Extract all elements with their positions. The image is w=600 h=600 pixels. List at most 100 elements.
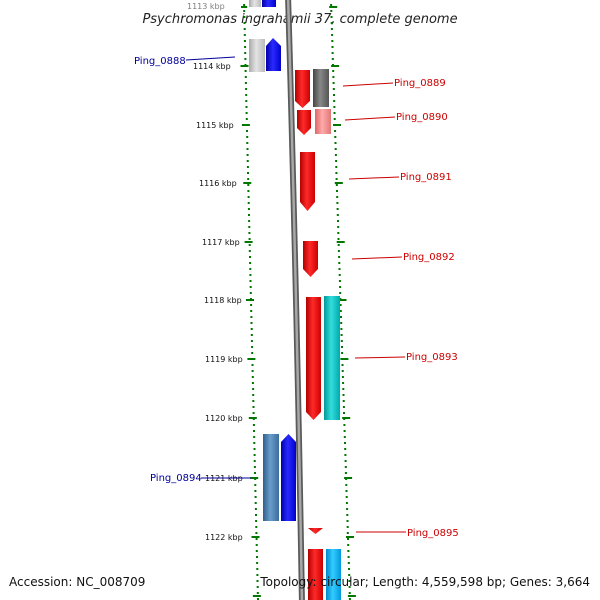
right-tick-row-dot (336, 208, 339, 210)
left-tick-row-dot (247, 208, 250, 210)
left-tick-row-dot (244, 76, 247, 78)
left-tick-row-dot (249, 280, 252, 282)
left-tick-row-dot (245, 94, 248, 96)
left-tick-row-dot (243, 28, 246, 30)
left-tick-row-dot (256, 586, 259, 588)
leader-0889 (342, 82, 394, 87)
cds-feature-0894[interactable] (263, 434, 279, 521)
right-tick-row-dot (333, 100, 336, 102)
left-tick-row-dot (255, 538, 258, 540)
right-tick-row-dot (336, 214, 339, 216)
scale-label-1119: 1119 kbp (205, 355, 243, 364)
right-tick-row-dot (330, 16, 333, 18)
right-tick-row-dot (346, 520, 349, 522)
gene-label-0889[interactable]: Ping_0889 (394, 78, 446, 89)
gene-feature-0895[interactable] (308, 528, 323, 534)
right-tick-row-dot (347, 538, 349, 540)
right-tick-row-dot (336, 190, 338, 192)
left-tick-row-dot (248, 226, 251, 228)
left-tick-row-dot (250, 328, 253, 330)
right-tick-row-dot (339, 286, 342, 288)
right-tick-row-dot (332, 88, 335, 90)
right-tick-row-dot (338, 262, 341, 264)
left-tick-row-dot (245, 88, 248, 90)
right-tick-row-dot (348, 586, 351, 588)
left-tick-row-dot (250, 316, 253, 318)
cds-feature-0888[interactable] (249, 39, 265, 72)
left-tick-row-dot (246, 160, 249, 162)
gene-label-0892[interactable]: Ping_0892 (403, 252, 455, 263)
right-major-tick (331, 65, 340, 67)
cds-feature-top[interactable] (249, 0, 261, 7)
right-tick-row-dot (335, 172, 338, 174)
right-tick-row-dot (345, 502, 348, 504)
left-tick-row-dot (243, 22, 246, 24)
right-tick-row-dot (337, 244, 340, 246)
right-tick-row-dot (344, 448, 347, 450)
right-tick-row-dot (331, 40, 334, 42)
left-tick-row-dot (247, 172, 249, 174)
left-tick-row-dot (245, 106, 248, 108)
right-tick-row-dot (345, 496, 348, 498)
right-tick-row-dot (341, 364, 344, 366)
gene-feature-0888[interactable] (266, 38, 281, 71)
gene-feature-0892[interactable] (303, 241, 318, 277)
right-tick-row-dot (345, 484, 348, 486)
right-tick-row-dot (337, 238, 340, 240)
scale-label-1116: 1116 kbp (199, 179, 237, 188)
gene-feature-0889[interactable] (295, 70, 310, 108)
left-tick-row-dot (254, 508, 257, 510)
left-tick-row-dot (251, 364, 254, 366)
left-tick-row-dot (256, 562, 259, 564)
left-major-tick (248, 417, 257, 419)
right-tick-row-dot (334, 142, 337, 144)
backbone-line (286, 0, 304, 600)
gene-feature-0891[interactable] (300, 152, 315, 211)
right-tick-row-dot (343, 436, 346, 438)
right-tick-row-dot (336, 202, 339, 204)
cds-feature-0889[interactable] (313, 69, 329, 107)
right-tick-row-dot (336, 196, 339, 198)
left-tick-row-dot (244, 70, 247, 72)
left-tick-row-dot (250, 322, 253, 324)
gene-label-0888[interactable]: Ping_0888 (134, 56, 186, 67)
gene-label-0893[interactable]: Ping_0893 (406, 352, 458, 363)
gene-feature-0893[interactable] (306, 297, 321, 420)
gene-label-0890[interactable]: Ping_0890 (396, 112, 448, 123)
left-tick-row-dot (244, 58, 247, 60)
scale-labels: 1113 kbp 1114 kbp 1115 kbp 1116 kbp 1117… (183, 0, 243, 542)
left-tick-row-dot (251, 382, 254, 384)
left-tick-row-dot (247, 202, 250, 204)
right-tick-row-dot (338, 280, 341, 282)
left-tick-row-dot (254, 484, 257, 486)
gene-feature-0890[interactable] (297, 110, 311, 135)
gene-feature-bottom[interactable] (308, 549, 323, 600)
topology-text: Topology: circular; Length: 4,559,598 bp… (259, 575, 590, 589)
right-major-tick (333, 124, 341, 126)
right-tick-row-dot (331, 46, 334, 48)
gene-feature-top-reverse[interactable] (262, 0, 276, 7)
leader-0891 (348, 176, 400, 180)
cds-feature-0890[interactable] (315, 109, 331, 134)
left-tick-row-dot (246, 142, 249, 144)
cds-feature-bottom[interactable] (326, 549, 341, 600)
right-tick-row-dot (339, 304, 342, 306)
left-tick-row-dot (247, 184, 250, 186)
right-tick-row-dot (343, 430, 346, 432)
gene-label-0895[interactable]: Ping_0895 (407, 528, 459, 539)
cds-feature-0893[interactable] (324, 296, 340, 420)
left-tick-row-dot (250, 304, 253, 306)
right-major-tick (344, 477, 353, 479)
gene-label-0891[interactable]: Ping_0891 (400, 172, 452, 183)
left-tick-row-dot (247, 190, 250, 192)
right-tick-row-dot (341, 346, 343, 348)
right-tick-row-dot (337, 232, 340, 234)
left-major-tick (240, 65, 249, 67)
left-tick-row-dot (248, 238, 251, 240)
right-tick-row-dot (342, 382, 345, 384)
left-tick-row-dot (253, 442, 256, 444)
gene-label-0894[interactable]: Ping_0894 (150, 473, 202, 484)
left-tick-row-dot (251, 376, 254, 378)
left-tick-row-dot (246, 166, 249, 168)
gene-feature-0894[interactable] (281, 434, 296, 521)
